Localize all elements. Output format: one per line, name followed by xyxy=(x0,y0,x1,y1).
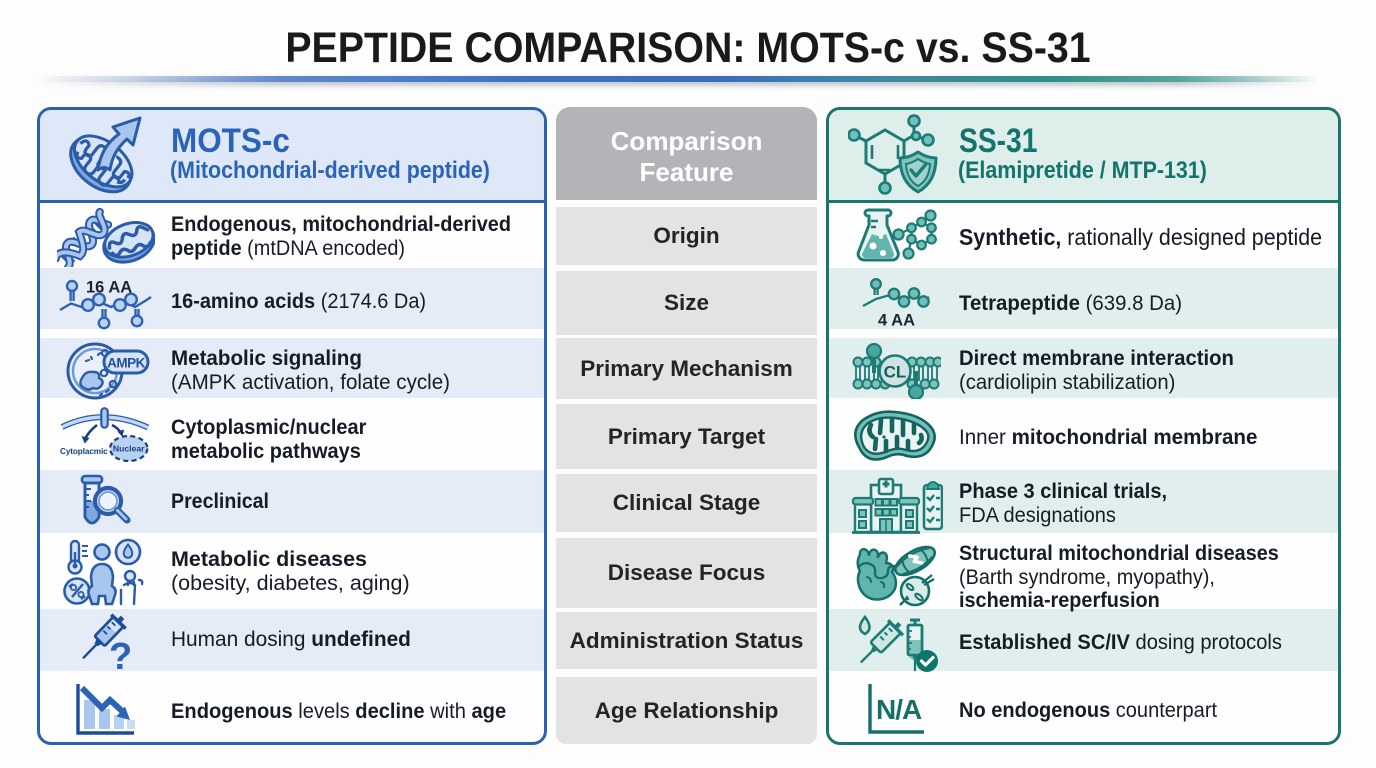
svg-text:16 AA: 16 AA xyxy=(86,279,132,297)
svg-text:AMPK: AMPK xyxy=(107,356,145,371)
svg-text:Cytoplacmic: Cytoplacmic xyxy=(60,447,108,456)
svg-text:N/A: N/A xyxy=(876,694,922,725)
svg-text:Nuclear: Nuclear xyxy=(113,444,145,454)
svg-text:4 AA: 4 AA xyxy=(878,312,915,330)
svg-text:?: ? xyxy=(109,636,132,674)
svg-text:CL: CL xyxy=(884,363,907,382)
